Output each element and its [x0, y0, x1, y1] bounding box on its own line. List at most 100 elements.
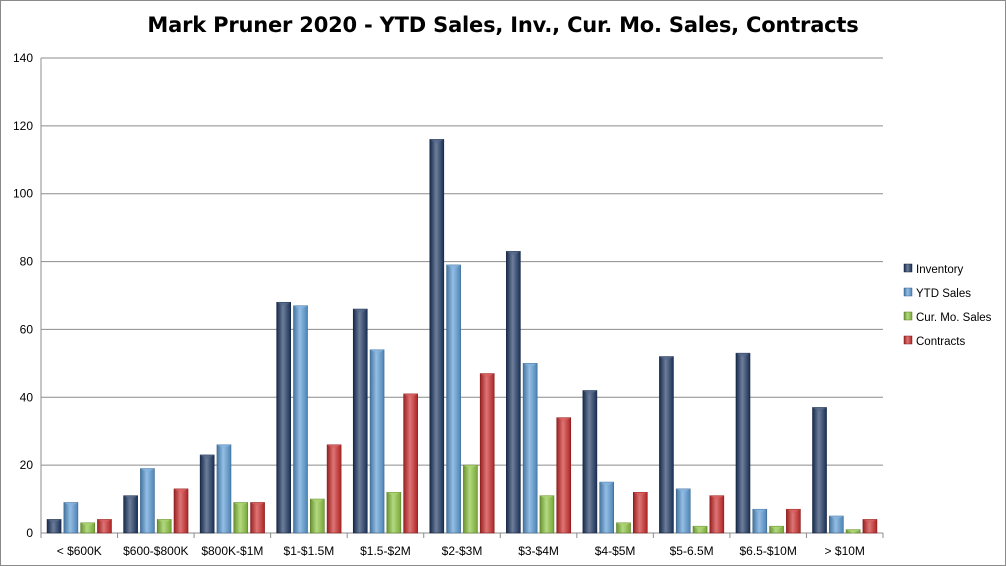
x-tick-label: $800K-$1M [201, 544, 263, 558]
legend-entry: Contracts [916, 336, 965, 348]
legend-entry: Inventory [916, 264, 964, 276]
bar-cur-mo-sales [386, 491, 402, 534]
bar-inventory [199, 454, 215, 534]
bar-cur-mo-sales [233, 502, 249, 534]
bar-top-bevel [157, 519, 172, 524]
y-tick-label: 0 [26, 526, 33, 540]
bar-top-bevel [556, 417, 571, 422]
bar-inventory [812, 407, 827, 534]
y-tick-label: 40 [20, 390, 34, 404]
bar-top-bevel [446, 264, 461, 269]
x-tick-label: $5-6.5M [670, 544, 714, 558]
x-tick-label: $2-$3M [442, 544, 483, 558]
bar-inventory [582, 390, 598, 534]
y-tick-label: 80 [20, 255, 34, 269]
bar-top-bevel [693, 526, 708, 531]
bar-ytd-sales [369, 349, 385, 534]
bar-top-bevel [846, 529, 861, 534]
bar-ytd-sales [63, 502, 79, 534]
x-tick-label: $600-$800K [123, 544, 188, 558]
bar-top-bevel [123, 495, 138, 500]
bar-top-bevel [293, 305, 308, 310]
bar-top-bevel [582, 390, 597, 395]
bar-top-bevel [233, 502, 248, 507]
bar-top-bevel [676, 488, 691, 493]
x-tick-label: $4-$5M [595, 544, 636, 558]
bar-inventory [276, 301, 292, 534]
x-tick-label: $6.5-$10M [739, 544, 796, 558]
bar-cur-mo-sales [310, 498, 325, 534]
bar-top-bevel [63, 502, 78, 507]
x-tick-label: < $600K [57, 544, 102, 558]
bar-top-bevel [80, 522, 95, 527]
gridlines [41, 57, 883, 534]
bar-top-bevel [200, 454, 215, 459]
bar-top-bevel [386, 492, 401, 497]
bar-top-bevel [276, 302, 291, 307]
bar-top-bevel [310, 499, 325, 504]
legend: Inventory YTD Sales Cur. Mo. Sales Contract… [903, 263, 992, 348]
bar-top-bevel [829, 516, 844, 521]
bar-cur-mo-sales [463, 464, 478, 534]
bar-top-bevel [47, 519, 62, 524]
bar-inventory [659, 356, 674, 534]
legend-entry: YTD Sales [916, 288, 971, 300]
legend-swatch [903, 263, 913, 273]
bar-ytd-sales [675, 488, 691, 534]
bar-top-bevel [463, 465, 478, 470]
x-tick-label: $1.5-$2M [360, 544, 411, 558]
y-tick-label: 20 [20, 458, 34, 472]
x-tick-label: > $10M [825, 544, 865, 558]
bar-ytd-sales [293, 305, 308, 534]
bar-inventory [735, 352, 751, 534]
bar-inventory [429, 139, 445, 534]
bar-top-bevel [812, 407, 827, 412]
bar-top-bevel [633, 492, 648, 497]
bar-top-bevel [140, 468, 155, 473]
bar-top-bevel [403, 393, 418, 398]
bar-top-bevel [370, 349, 385, 354]
bar-contracts [173, 488, 189, 534]
legend-entry: Cur. Mo. Sales [916, 312, 992, 324]
bar-top-bevel [216, 444, 231, 449]
bar-top-bevel [429, 139, 444, 144]
bar-top-bevel [353, 309, 368, 314]
y-tick-label: 140 [13, 51, 33, 65]
bar-top-bevel [786, 509, 801, 514]
bar-top-bevel [599, 482, 614, 487]
bar-contracts [479, 373, 495, 534]
bar-top-bevel [862, 519, 877, 524]
y-tick-label: 120 [13, 119, 33, 133]
bar-top-bevel [769, 526, 784, 531]
y-tick-label: 100 [13, 187, 33, 201]
bar-contracts [403, 393, 418, 534]
bars [46, 139, 878, 534]
bar-inventory [352, 308, 368, 534]
bar-top-bevel [659, 356, 674, 361]
bar-ytd-sales [446, 264, 461, 534]
bar-top-bevel [250, 502, 265, 507]
bar-top-bevel [735, 353, 750, 358]
bar-top-bevel [752, 509, 767, 514]
bar-contracts [250, 502, 265, 534]
x-axis: < $600K $600-$800K $800K-$1M $1-$1.5M $1.5-$… [40, 533, 884, 558]
bar-inventory [506, 251, 521, 534]
bar-inventory [123, 495, 138, 534]
bar-top-bevel [97, 519, 112, 524]
bar-ytd-sales [216, 444, 232, 534]
bar-cur-mo-sales [539, 495, 555, 534]
legend-swatch [903, 335, 913, 345]
legend-swatch [903, 287, 913, 297]
bar-ytd-sales [140, 468, 155, 534]
bar-top-bevel [616, 522, 631, 527]
bar-top-bevel [523, 363, 538, 368]
bar-ytd-sales [599, 481, 614, 534]
y-tick-label: 60 [20, 322, 34, 336]
x-tick-label: $1-$1.5M [284, 544, 335, 558]
bar-top-bevel [327, 444, 342, 449]
bar-contracts [556, 417, 572, 534]
x-tick-label: $3-$4M [518, 544, 559, 558]
bar-ytd-sales [522, 363, 538, 534]
